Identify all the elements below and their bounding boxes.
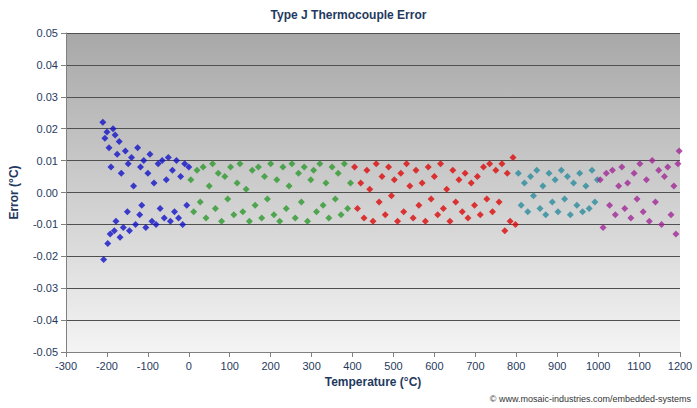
svg-text:900: 900 [548,360,566,372]
svg-text:-0.02: -0.02 [33,250,58,262]
svg-text:0.02: 0.02 [37,123,58,135]
svg-text:0.01: 0.01 [37,155,58,167]
svg-text:0.04: 0.04 [37,59,58,71]
svg-text:700: 700 [466,360,484,372]
svg-text:Type J Thermocouple Error: Type J Thermocouple Error [271,8,427,22]
svg-text:Temperature (°C): Temperature (°C) [325,375,422,389]
svg-text:0.05: 0.05 [37,27,58,39]
svg-text:800: 800 [507,360,525,372]
svg-text:-0.05: -0.05 [33,346,58,358]
svg-text:600: 600 [425,360,443,372]
svg-text:300: 300 [302,360,320,372]
svg-text:-100: -100 [137,360,159,372]
svg-text:0.03: 0.03 [37,91,58,103]
svg-text:-0.04: -0.04 [33,314,58,326]
svg-text:-0.01: -0.01 [33,218,58,230]
svg-text:100: 100 [221,360,239,372]
svg-text:0: 0 [186,360,192,372]
svg-text:-300: -300 [55,360,77,372]
svg-text:1100: 1100 [627,360,651,372]
svg-text:© www.mosaic-industries.com/em: © www.mosaic-industries.com/embedded-sys… [490,394,692,404]
svg-text:0.00: 0.00 [37,187,58,199]
svg-text:500: 500 [384,360,402,372]
svg-text:Error (°C): Error (°C) [7,165,21,219]
svg-text:400: 400 [343,360,361,372]
svg-text:1000: 1000 [586,360,610,372]
svg-text:1200: 1200 [668,360,692,372]
svg-text:200: 200 [261,360,279,372]
svg-text:-0.03: -0.03 [33,282,58,294]
svg-text:-200: -200 [96,360,118,372]
